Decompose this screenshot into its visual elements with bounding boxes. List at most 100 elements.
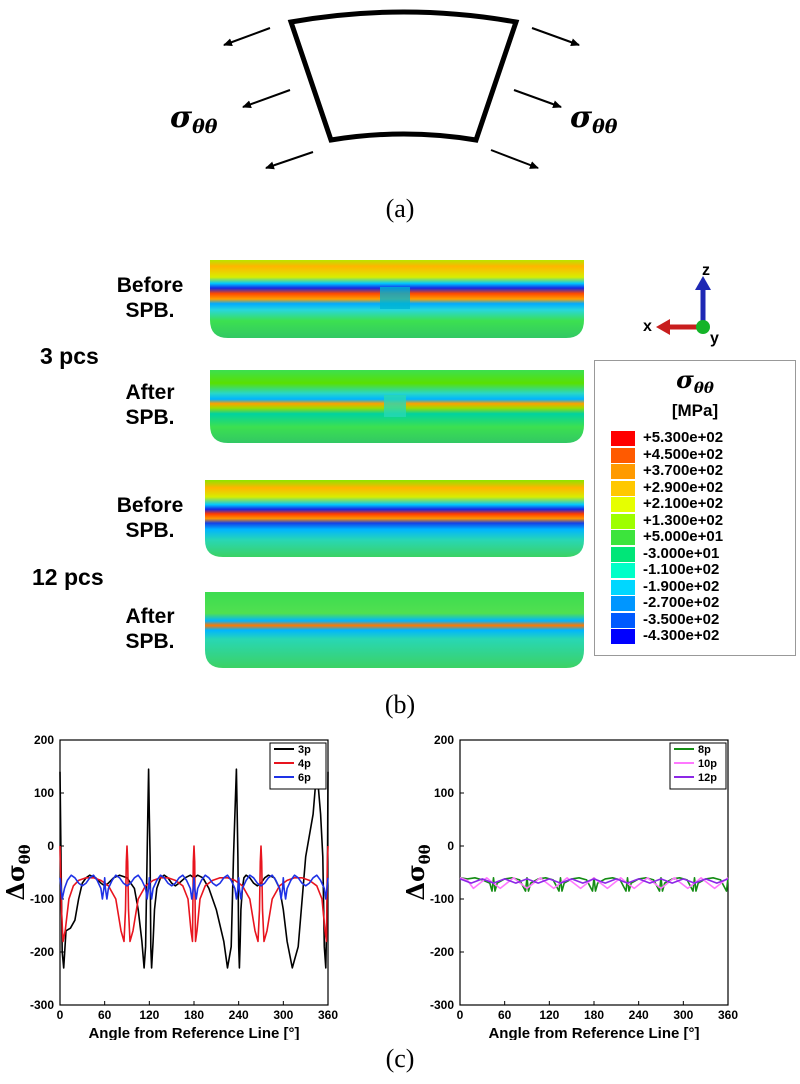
y-tick-label: -100: [30, 892, 54, 906]
y-tick-label: 0: [47, 839, 54, 853]
legend-label-12p: 12p: [698, 772, 717, 784]
legend-level: -1.100e+02: [611, 561, 791, 578]
label-12pcs-before: Before SPB.: [116, 494, 184, 542]
legend-swatch: [611, 480, 635, 496]
legend-swatch: [611, 579, 635, 595]
legend-swatch: [611, 464, 635, 479]
legend-label-4p: 4p: [298, 758, 311, 770]
legend-level: -3.500e+02: [611, 611, 791, 628]
legend-value: +2.100e+02: [643, 495, 724, 512]
label-3pcs: 3 pcs: [40, 343, 99, 369]
curved-element-shape: [287, 9, 520, 143]
x-tick-label: 300: [673, 1008, 693, 1022]
legend-level: +4.500e+02: [611, 445, 791, 463]
legend-level: -2.700e+02: [611, 594, 791, 611]
triad-x-label: x: [643, 318, 652, 335]
legend-swatch: [611, 546, 635, 562]
x-tick-label: 360: [718, 1008, 738, 1022]
legend-swatch: [611, 612, 635, 628]
y-tick-label: -300: [30, 998, 54, 1012]
legend-swatch: [611, 447, 635, 463]
legend-swatch: [611, 596, 635, 611]
series-line-6p: [59, 874, 329, 900]
stress-arrow-left-top: [223, 27, 271, 46]
legend-level: +2.900e+02: [611, 478, 791, 496]
stress-arrow-right-bottom: [490, 149, 539, 169]
y-axis-label: Δσθθ: [401, 844, 434, 900]
label-12pcs-after: After SPB.: [125, 605, 175, 653]
legend-value: -2.700e+02: [643, 594, 720, 611]
legend-level: +5.000e+01: [611, 528, 791, 545]
x-tick-label: 60: [98, 1008, 112, 1022]
x-axis-label: Angle from Reference Line [°]: [488, 1025, 699, 1040]
x-tick-label: 240: [229, 1008, 249, 1022]
legend-swatch: [611, 563, 635, 578]
x-tick-label: 300: [273, 1008, 293, 1022]
color-legend: σθθ [MPa] +5.300e+02 +4.500e+02 +3.700e+02…: [594, 360, 796, 656]
legend-value: -1.900e+02: [643, 577, 720, 595]
y-tick-label: -200: [430, 945, 454, 959]
legend-value: +4.500e+02: [643, 445, 724, 463]
x-tick-label: 360: [318, 1008, 338, 1022]
contour-3pcs-after: [210, 370, 584, 443]
caption-c: (c): [385, 1044, 415, 1073]
axis-triad: [656, 276, 711, 335]
legend-swatch: [611, 497, 635, 512]
sigma-label-right: σθθ: [570, 100, 618, 138]
legend-level: +1.300e+02: [611, 511, 791, 529]
legend-label-3p: 3p: [298, 744, 311, 756]
legend-value: +5.000e+01: [643, 528, 724, 545]
sigma-label-left: σθθ: [170, 100, 218, 138]
legend-value: +1.300e+02: [643, 511, 724, 529]
y-tick-label: -300: [430, 998, 454, 1012]
legend-label-10p: 10p: [698, 758, 717, 770]
legend-unit: [MPa]: [671, 401, 719, 420]
x-tick-label: 180: [184, 1008, 204, 1022]
x-tick-label: 0: [57, 1008, 64, 1022]
y-tick-label: 0: [447, 839, 454, 853]
legend-label-8p: 8p: [698, 744, 711, 756]
stress-arrow-left-mid: [242, 89, 291, 109]
legend-level: +2.100e+02: [611, 495, 791, 512]
stress-arrow-right-top: [531, 27, 580, 47]
y-tick-label: 200: [434, 733, 454, 747]
legend-level: +5.300e+02: [611, 429, 791, 446]
x-tick-label: 120: [139, 1008, 159, 1022]
legend-level: +3.700e+02: [611, 462, 791, 479]
series-line-4p: [59, 845, 329, 943]
contour-12pcs-after: [205, 592, 584, 668]
legend-level: -3.000e+01: [611, 544, 791, 562]
triad-z-label: z: [702, 262, 710, 279]
contour-3pcs-before: [210, 260, 584, 338]
panel-a-diagram: [223, 9, 580, 170]
y-axis-label: Δσθθ: [1, 844, 34, 900]
label-12pcs: 12 pcs: [32, 564, 104, 590]
chart-legend-box: [669, 742, 727, 790]
legend-value: -3.000e+01: [643, 544, 720, 562]
y-tick-label: 100: [34, 786, 54, 800]
caption-a: (a): [385, 194, 415, 223]
legend-value: +2.900e+02: [643, 478, 724, 496]
contour-12pcs-before: [205, 480, 584, 557]
stress-arrow-left-bottom: [265, 151, 314, 170]
y-tick-label: 200: [34, 733, 54, 747]
legend-swatch: [611, 629, 635, 644]
legend-level: -4.300e+02: [611, 627, 791, 644]
caption-b: (b): [384, 690, 416, 719]
label-3pcs-before: Before SPB.: [116, 274, 184, 322]
legend-value: +3.700e+02: [643, 462, 724, 479]
y-tick-label: 100: [434, 786, 454, 800]
series-line-12p: [459, 878, 729, 884]
x-tick-label: 240: [629, 1008, 649, 1022]
legend-value: -4.300e+02: [643, 627, 720, 644]
label-3pcs-after: After SPB.: [125, 381, 175, 429]
legend-title: σθθ: [676, 365, 714, 397]
legend-label-6p: 6p: [298, 772, 311, 784]
legend-swatch: [611, 431, 635, 446]
triad-y-label: y: [710, 330, 719, 347]
y-tick-label: -200: [30, 945, 54, 959]
legend-swatch: [611, 513, 635, 529]
legend-value: -1.100e+02: [643, 561, 720, 578]
